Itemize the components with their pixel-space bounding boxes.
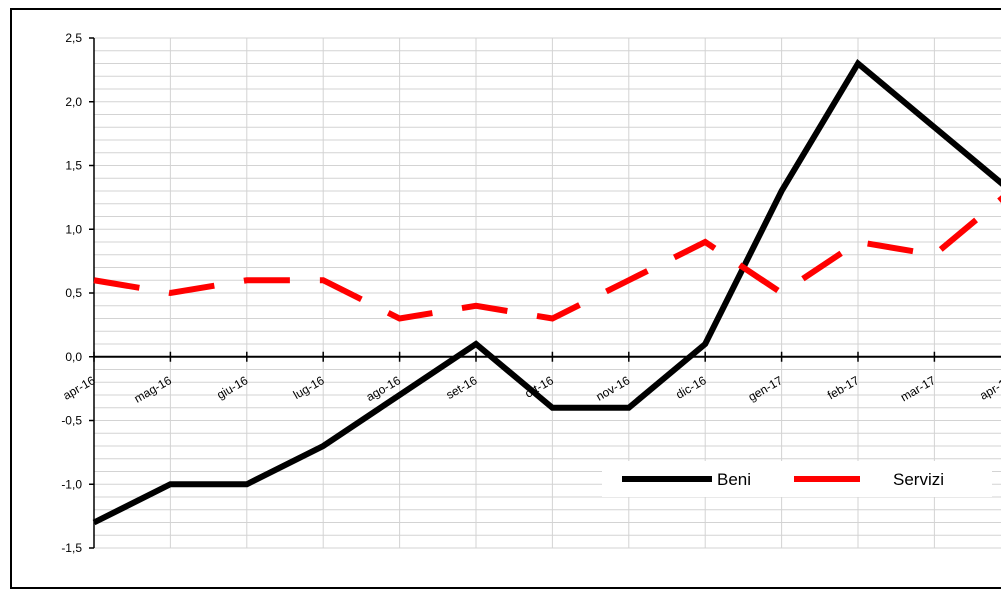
legend: Beni Servizi — [602, 461, 992, 497]
x-axis-tick-labels: apr-16 mag-16 giu-16 lug-16 ago-16 set-16 ott-… — [60, 373, 1001, 406]
y-tick-label: 2,5 — [65, 31, 82, 45]
y-tick-label: -1,0 — [61, 477, 82, 491]
x-tick-label: nov-16 — [594, 373, 633, 404]
x-tick-label: apr-16 — [60, 373, 97, 403]
legend-label-servizi: Servizi — [893, 470, 944, 489]
y-tick-label: -1,5 — [61, 541, 82, 555]
legend-label-beni: Beni — [717, 470, 751, 489]
series-line-servizi — [93, 195, 1001, 322]
x-tick-label: feb-17 — [825, 373, 862, 402]
x-tick-label: giu-16 — [214, 373, 250, 402]
y-tick-label: 2,0 — [65, 95, 82, 109]
axes — [89, 37, 1001, 549]
x-tick-label: mag-16 — [132, 373, 175, 406]
x-tick-label: dic-16 — [673, 373, 709, 402]
y-tick-label: 0,5 — [65, 286, 82, 300]
x-tick-label: lug-16 — [291, 373, 327, 402]
y-tick-label: 0,0 — [65, 350, 82, 364]
series-line-beni — [92, 58, 1001, 526]
x-tick-label: apr-17 — [977, 373, 1001, 403]
x-tick-label: mar-17 — [898, 373, 938, 404]
y-tick-label: 1,5 — [65, 159, 82, 173]
x-tick-label: gen-17 — [746, 373, 786, 404]
y-axis-tick-labels: 2,5 2,0 1,5 1,0 0,5 0,0 -0,5 -1,0 -1,5 — [61, 31, 82, 555]
y-tick-label: 1,0 — [65, 222, 82, 236]
gridlines — [94, 37, 1001, 549]
series-lines — [92, 58, 1001, 526]
x-tick-label: set-16 — [444, 373, 480, 402]
y-tick-label: -0,5 — [61, 414, 82, 428]
